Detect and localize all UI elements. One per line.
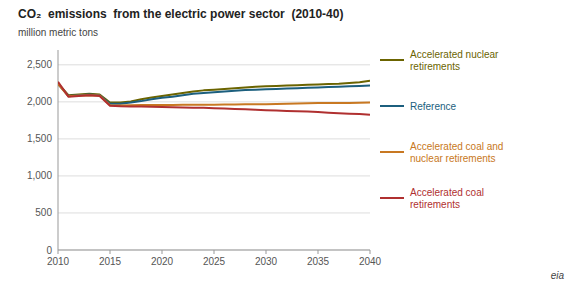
grid-line xyxy=(58,175,370,176)
legend-swatch xyxy=(380,197,404,199)
x-tick xyxy=(318,250,319,254)
legend-label: Accelerated nuclearretirements xyxy=(410,49,499,72)
x-tick xyxy=(58,250,59,254)
legend-swatch xyxy=(380,105,404,107)
legend-label-line: nuclear retirements xyxy=(410,153,496,164)
grid-line xyxy=(58,138,370,139)
x-tick-label: 2030 xyxy=(255,256,278,267)
x-tick xyxy=(370,250,371,254)
grid-line xyxy=(58,64,370,65)
series-line xyxy=(58,82,370,115)
y-tick-label: 1,500 xyxy=(27,133,52,144)
annotation: eia xyxy=(551,270,565,281)
y-tick-label: 0 xyxy=(46,245,52,256)
x-tick-label: 2015 xyxy=(99,256,122,267)
legend-label: Accelerated coal andnuclear retirements xyxy=(410,141,503,164)
y-tick-label: 500 xyxy=(35,207,52,218)
x-tick-label: 2035 xyxy=(307,256,330,267)
legend-swatch xyxy=(380,151,404,153)
x-tick xyxy=(266,250,267,254)
chart: CO₂ emissions from the electric power se… xyxy=(0,0,572,285)
y-tick-label: 1,000 xyxy=(27,170,52,181)
x-tick-label: 2020 xyxy=(151,256,174,267)
y-tick-label: 2,500 xyxy=(27,59,52,70)
legend-label: Reference xyxy=(410,101,457,112)
legend-label-line: Accelerated coal xyxy=(410,187,484,198)
y-axis-line xyxy=(58,50,59,250)
legend-label-line: Accelerated nuclear xyxy=(410,49,499,60)
x-tick xyxy=(214,250,215,254)
legend-label-line: Reference xyxy=(410,101,457,112)
x-tick xyxy=(110,250,111,254)
title: CO₂ emissions from the electric power se… xyxy=(18,7,343,21)
legend-swatch xyxy=(380,59,404,61)
legend-label-line: retirements xyxy=(410,61,460,72)
y-axis-label: million metric tons xyxy=(18,27,98,38)
series-line xyxy=(58,84,370,105)
legend-label-line: Accelerated coal and xyxy=(410,141,503,152)
x-tick-label: 2010 xyxy=(47,256,70,267)
legend-label: Accelerated coalretirements xyxy=(410,187,484,210)
legend-label-line: retirements xyxy=(410,199,460,210)
y-tick-label: 2,000 xyxy=(27,96,52,107)
grid-line xyxy=(58,212,370,213)
x-tick-label: 2040 xyxy=(359,256,382,267)
series-group xyxy=(58,81,370,115)
x-tick-label: 2025 xyxy=(203,256,226,267)
x-tick xyxy=(162,250,163,254)
